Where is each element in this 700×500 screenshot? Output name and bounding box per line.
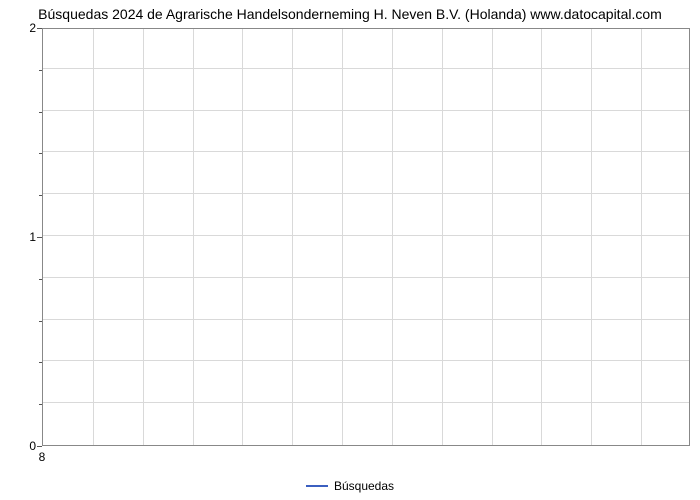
gridline-vertical [292, 29, 293, 445]
y-tick-mark-minor [39, 404, 42, 405]
legend-label: Búsquedas [334, 479, 394, 493]
gridline-vertical [392, 29, 393, 445]
gridline-vertical [541, 29, 542, 445]
x-tick-label: 8 [39, 450, 46, 464]
gridline-vertical [143, 29, 144, 445]
gridline-vertical [242, 29, 243, 445]
gridline-vertical [193, 29, 194, 445]
gridline-vertical [442, 29, 443, 445]
gridline-vertical [342, 29, 343, 445]
gridline-vertical [641, 29, 642, 445]
chart-title: Búsquedas 2024 de Agrarische Handelsonde… [0, 6, 700, 22]
gridline-vertical [93, 29, 94, 445]
gridline-vertical [591, 29, 592, 445]
y-tick-mark-minor [39, 195, 42, 196]
legend-item: Búsquedas [306, 479, 394, 493]
legend: Búsquedas [0, 474, 700, 493]
plot-area [42, 28, 690, 446]
y-tick-mark-minor [39, 112, 42, 113]
chart: Búsquedas 2024 de Agrarische Handelsonde… [0, 0, 700, 500]
y-tick-mark-minor [39, 153, 42, 154]
y-tick-mark-minor [39, 70, 42, 71]
y-tick-mark [37, 446, 42, 447]
y-tick-mark [37, 237, 42, 238]
y-tick-mark-minor [39, 362, 42, 363]
y-tick-label: 1 [12, 230, 36, 244]
legend-swatch [306, 485, 328, 487]
gridline-vertical [492, 29, 493, 445]
y-tick-label: 0 [12, 439, 36, 453]
y-tick-mark-minor [39, 321, 42, 322]
y-tick-mark [37, 28, 42, 29]
y-tick-mark-minor [39, 279, 42, 280]
y-tick-label: 2 [12, 21, 36, 35]
